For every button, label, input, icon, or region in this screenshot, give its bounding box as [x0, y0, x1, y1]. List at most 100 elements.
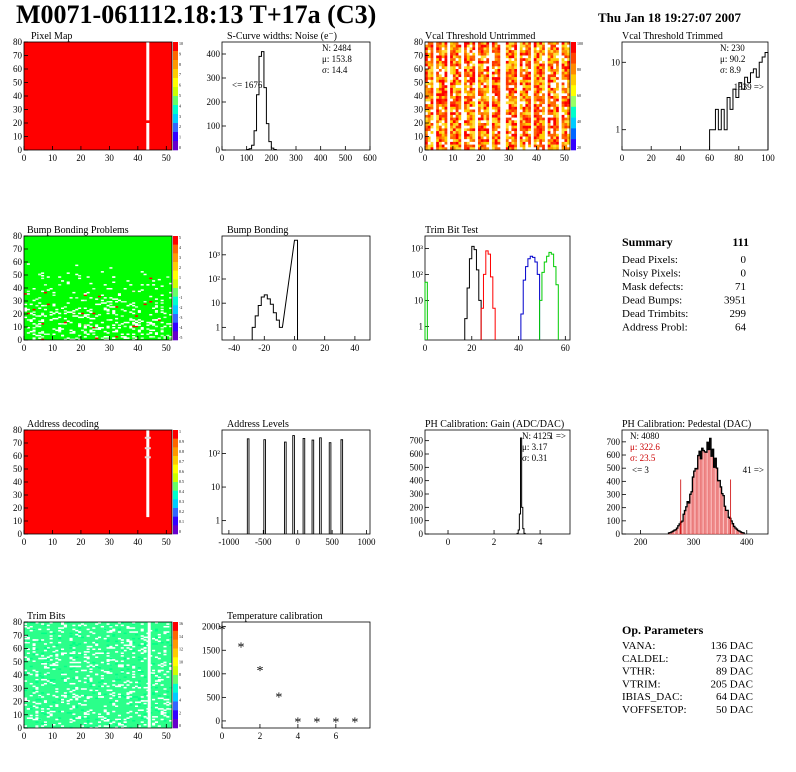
heatmap-cell	[166, 704, 170, 706]
heatmap-cell	[561, 69, 565, 72]
heatmap-cell	[486, 77, 490, 80]
heatmap-cell	[522, 98, 526, 102]
heatmap-cell	[564, 93, 568, 97]
heatmap-cell	[503, 123, 507, 126]
heatmap-cell	[115, 676, 119, 678]
op-parameter-label: CALDEL:	[622, 653, 668, 665]
summary-value: 0	[741, 268, 747, 280]
heatmap-cell	[438, 96, 442, 99]
heatmap-cell	[32, 327, 36, 329]
heatmap-cell	[72, 315, 76, 317]
heatmap-cell	[427, 50, 431, 53]
heatmap-cell	[461, 63, 465, 67]
x-tick-label: 0	[620, 153, 625, 163]
heatmap-cell	[544, 96, 548, 99]
heatmap-cell	[550, 144, 554, 148]
heatmap-cell	[425, 112, 428, 116]
heatmap-cell	[486, 42, 490, 45]
heatmap-cell	[480, 104, 484, 107]
heatmap-cell	[450, 117, 454, 121]
heatmap-cell	[447, 112, 451, 116]
y-tick-label: 40	[13, 283, 23, 293]
heatmap-cell	[455, 131, 459, 134]
heatmap-cell	[55, 664, 59, 666]
heatmap-cell	[461, 144, 465, 148]
heatmap-cell	[26, 627, 30, 629]
heatmap-cell	[80, 316, 84, 319]
heatmap-cell	[444, 125, 448, 129]
heatmap-cell	[78, 633, 82, 636]
heatmap-cell	[120, 665, 124, 668]
chart-title: Pixel Map	[31, 31, 72, 42]
heatmap-cell	[38, 718, 42, 721]
heatmap-cell	[464, 74, 468, 78]
heatmap-cell	[567, 133, 571, 137]
heatmap-cell	[550, 109, 554, 113]
x-tick-label: 0	[220, 153, 225, 163]
heatmap-cell	[49, 637, 53, 640]
heatmap-cell	[41, 336, 45, 338]
heatmap-cell	[436, 79, 440, 83]
y-tick-label: 30	[13, 490, 23, 500]
heatmap-cell	[528, 47, 532, 51]
heatmap-cell	[480, 120, 484, 124]
y-tick-label: 50	[13, 464, 23, 474]
heatmap-cell	[38, 297, 42, 299]
heatmap-cell	[503, 44, 507, 48]
heatmap-cell	[556, 139, 560, 143]
heatmap-cell	[78, 275, 82, 277]
heatmap-cell	[75, 629, 79, 632]
heatmap-cell	[475, 71, 479, 75]
z-scale-segment	[173, 473, 178, 483]
heatmap-cell	[132, 664, 136, 666]
heatmap-cell	[458, 69, 462, 72]
heatmap-cell	[149, 329, 153, 332]
heatmap-cell	[483, 71, 487, 75]
heatmap-cell	[450, 74, 454, 78]
heatmap-cell	[430, 82, 434, 86]
heatmap-cell	[438, 141, 442, 145]
heatmap-cell	[143, 686, 147, 689]
heatmap-cell	[514, 101, 518, 105]
heatmap-cell	[547, 96, 551, 99]
heatmap-cell	[528, 123, 532, 126]
heatmap-cell	[491, 60, 495, 64]
heatmap-cell	[522, 131, 526, 134]
heatmap-cell	[558, 125, 562, 129]
heatmap-cell	[83, 722, 87, 725]
heatmap-cell	[109, 631, 113, 633]
heatmap-cell	[72, 652, 76, 654]
heatmap-cell	[152, 329, 156, 332]
heatmap-cell	[489, 47, 493, 51]
heatmap-cell	[483, 42, 487, 45]
heatmap-cell	[530, 125, 534, 129]
heatmap-cell	[83, 660, 87, 662]
heatmap-cell	[438, 98, 442, 102]
heatmap-cell	[49, 641, 53, 644]
heatmap-cell	[466, 128, 470, 132]
heatmap-cell	[486, 63, 490, 67]
heatmap-cell	[160, 329, 164, 332]
heatmap-cell	[528, 125, 532, 129]
heatmap-cell	[553, 141, 557, 145]
heatmap-cell	[522, 109, 526, 113]
heatmap-cell	[494, 104, 498, 107]
heatmap-cell	[522, 133, 526, 137]
heatmap-cell	[466, 131, 470, 134]
heatmap-cell	[69, 632, 73, 635]
heatmap-cell	[508, 71, 512, 75]
heatmap-cell	[461, 106, 465, 110]
heatmap-cell	[149, 655, 153, 657]
heatmap-cell	[132, 631, 136, 633]
heatmap-cell	[117, 726, 121, 729]
heatmap-cell	[35, 681, 39, 684]
heatmap-cell	[461, 109, 465, 113]
heatmap-cell	[483, 58, 487, 62]
heatmap-cell	[29, 629, 33, 632]
heatmap-cell	[58, 717, 62, 719]
heatmap-cell	[511, 50, 515, 53]
heatmap-cell	[511, 58, 515, 62]
heatmap-cell	[561, 55, 565, 59]
heatmap-cell	[83, 724, 87, 726]
y-tick-label: 500	[207, 692, 221, 702]
